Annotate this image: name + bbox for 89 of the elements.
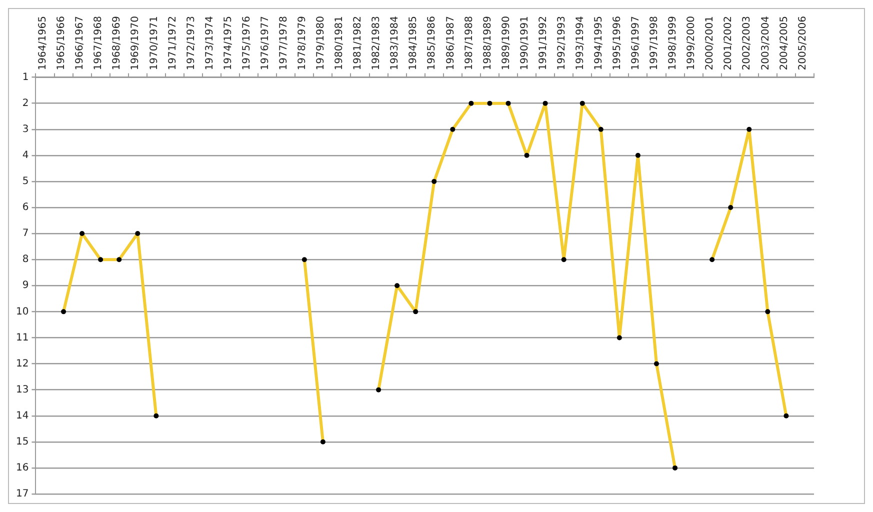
point bbox=[616, 335, 622, 340]
point bbox=[635, 152, 640, 158]
y-tick-label: 16 bbox=[16, 462, 29, 474]
x-tick-label: 1971/1972 bbox=[167, 16, 178, 70]
y-tick-label: 4 bbox=[22, 150, 29, 161]
x-tick-label: 1965/1966 bbox=[56, 16, 68, 70]
x-tick-label: 1979/1980 bbox=[316, 16, 327, 70]
x-tick-label: 1987/1988 bbox=[464, 16, 475, 70]
point bbox=[542, 100, 548, 106]
x-tick-label: 2002/2003 bbox=[742, 16, 753, 70]
point bbox=[746, 126, 752, 132]
x-tick-label: 1983/1984 bbox=[390, 16, 401, 70]
point bbox=[135, 231, 140, 236]
x-tick-label: 2003/2004 bbox=[760, 16, 772, 70]
point bbox=[506, 100, 511, 106]
x-tick-label: 1978/1979 bbox=[297, 16, 308, 70]
x-tick-label: 2001/2002 bbox=[723, 16, 734, 70]
x-tick-label: 1972/1973 bbox=[186, 16, 197, 70]
point bbox=[61, 309, 66, 314]
x-tick-label: 1982/1983 bbox=[371, 16, 382, 70]
y-tick-label: 1 bbox=[22, 72, 29, 83]
y-tick-label: 9 bbox=[22, 280, 29, 292]
point bbox=[302, 257, 307, 262]
x-tick-label: 1985/1986 bbox=[426, 16, 438, 70]
x-tick-label: 1999/2000 bbox=[686, 16, 698, 70]
point bbox=[413, 309, 418, 314]
y-tick-label: 7 bbox=[22, 228, 29, 240]
point bbox=[728, 204, 734, 210]
point bbox=[524, 152, 530, 158]
x-tick-label: 1975/1976 bbox=[241, 16, 252, 70]
point bbox=[654, 361, 659, 366]
y-tick-label: 10 bbox=[16, 306, 29, 318]
point bbox=[561, 257, 566, 262]
x-tick-label: 1977/1978 bbox=[278, 16, 290, 70]
point bbox=[394, 283, 400, 288]
x-tick-label: 2000/2001 bbox=[704, 16, 716, 70]
point bbox=[98, 257, 104, 262]
point bbox=[376, 387, 382, 392]
x-tick-label: 1984/1985 bbox=[408, 16, 420, 70]
x-tick-label: 1991/1992 bbox=[538, 16, 549, 70]
x-tick-label: 1997/1998 bbox=[649, 16, 660, 70]
x-tick-label: 1989/1990 bbox=[500, 16, 512, 70]
point bbox=[320, 439, 326, 444]
y-tick-label: 2 bbox=[22, 98, 29, 109]
x-tick-label: 1967/1968 bbox=[93, 16, 104, 70]
y-tick-label: 3 bbox=[22, 124, 29, 135]
y-tick-label: 13 bbox=[16, 384, 29, 396]
x-tick-label: 2004/2005 bbox=[778, 16, 790, 70]
point bbox=[784, 413, 789, 418]
point bbox=[598, 126, 604, 132]
point bbox=[80, 231, 85, 236]
x-tick-label: 1973/1974 bbox=[204, 16, 216, 70]
x-tick-label: 1968/1969 bbox=[112, 16, 123, 70]
x-tick-label: 1995/1996 bbox=[612, 16, 624, 70]
x-tick-label: 1990/1991 bbox=[519, 16, 530, 70]
x-tick-label: 1974/1975 bbox=[222, 16, 234, 70]
point bbox=[487, 100, 492, 106]
x-tick-label: 1994/1995 bbox=[593, 16, 604, 70]
x-tick-label: 1970/1971 bbox=[148, 16, 160, 70]
x-tick-label: 1981/1982 bbox=[352, 16, 364, 70]
y-tick-label: 6 bbox=[22, 202, 29, 214]
point bbox=[710, 257, 715, 262]
point bbox=[468, 100, 474, 106]
y-tick-label: 8 bbox=[22, 254, 29, 266]
x-tick-label: 1976/1977 bbox=[260, 16, 271, 70]
point bbox=[116, 257, 122, 262]
y-tick-label: 17 bbox=[16, 488, 29, 500]
x-tick-label: 1986/1987 bbox=[445, 16, 456, 70]
point bbox=[580, 100, 585, 106]
x-tick-label: 1988/1989 bbox=[482, 16, 494, 70]
y-tick-label: 15 bbox=[16, 436, 29, 448]
point bbox=[450, 126, 456, 132]
x-tick-label: 1998/1999 bbox=[668, 16, 679, 70]
x-tick-label: 1969/1970 bbox=[130, 16, 142, 70]
point bbox=[672, 465, 678, 470]
x-tick-label: 1980/1981 bbox=[334, 16, 346, 70]
x-tick-label: 1966/1967 bbox=[74, 16, 86, 70]
y-tick-label: 11 bbox=[16, 332, 29, 344]
x-tick-label: 2005/2006 bbox=[797, 16, 808, 70]
point bbox=[765, 309, 770, 314]
x-tick-label: 1964/1965 bbox=[38, 16, 49, 70]
y-tick-label: 12 bbox=[16, 358, 29, 370]
x-tick-label: 1993/1994 bbox=[574, 16, 586, 70]
x-tick-label: 1992/1993 bbox=[556, 16, 568, 70]
point bbox=[432, 178, 437, 184]
point bbox=[154, 413, 159, 418]
y-tick-label: 5 bbox=[22, 176, 29, 188]
y-tick-label: 14 bbox=[16, 410, 29, 422]
x-tick-label: 1996/1997 bbox=[630, 16, 642, 70]
